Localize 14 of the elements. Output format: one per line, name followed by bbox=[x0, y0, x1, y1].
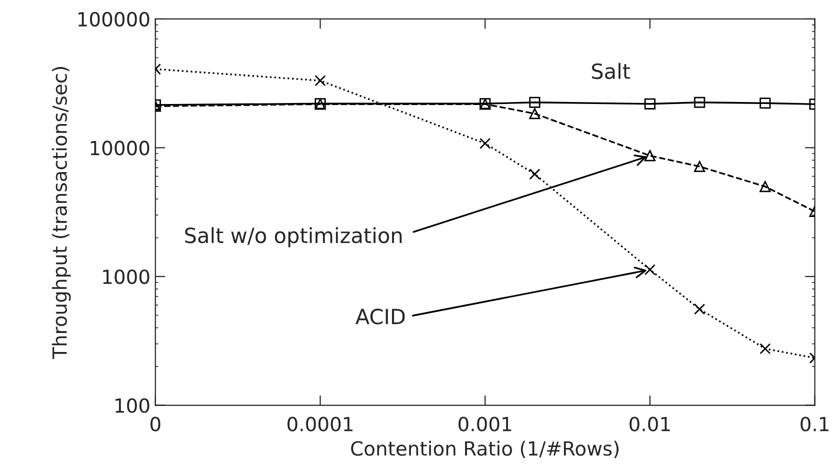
x-tick-label: 0.0001 bbox=[288, 416, 352, 432]
series-label: Salt bbox=[592, 62, 630, 80]
y-tick-label: 100000 bbox=[78, 12, 150, 27]
x-tick-label: 0.1 bbox=[800, 416, 828, 432]
y-axis-title: Throughput (transactions/sec) bbox=[52, 66, 71, 359]
x-axis-title: Contention Ratio (1/#Rows) bbox=[351, 440, 619, 458]
y-tick-label: 10000 bbox=[90, 140, 150, 156]
x-tick-label: 0.001 bbox=[458, 416, 512, 432]
text: ACID bbox=[356, 308, 405, 324]
text: Salt w/o optimization bbox=[185, 227, 402, 248]
x-tick-label: 0 bbox=[150, 416, 160, 432]
y-tick-label: 1000 bbox=[103, 269, 150, 284]
x-tick-label: 0.01 bbox=[630, 416, 670, 432]
y-tick-label: 100 bbox=[116, 398, 150, 413]
